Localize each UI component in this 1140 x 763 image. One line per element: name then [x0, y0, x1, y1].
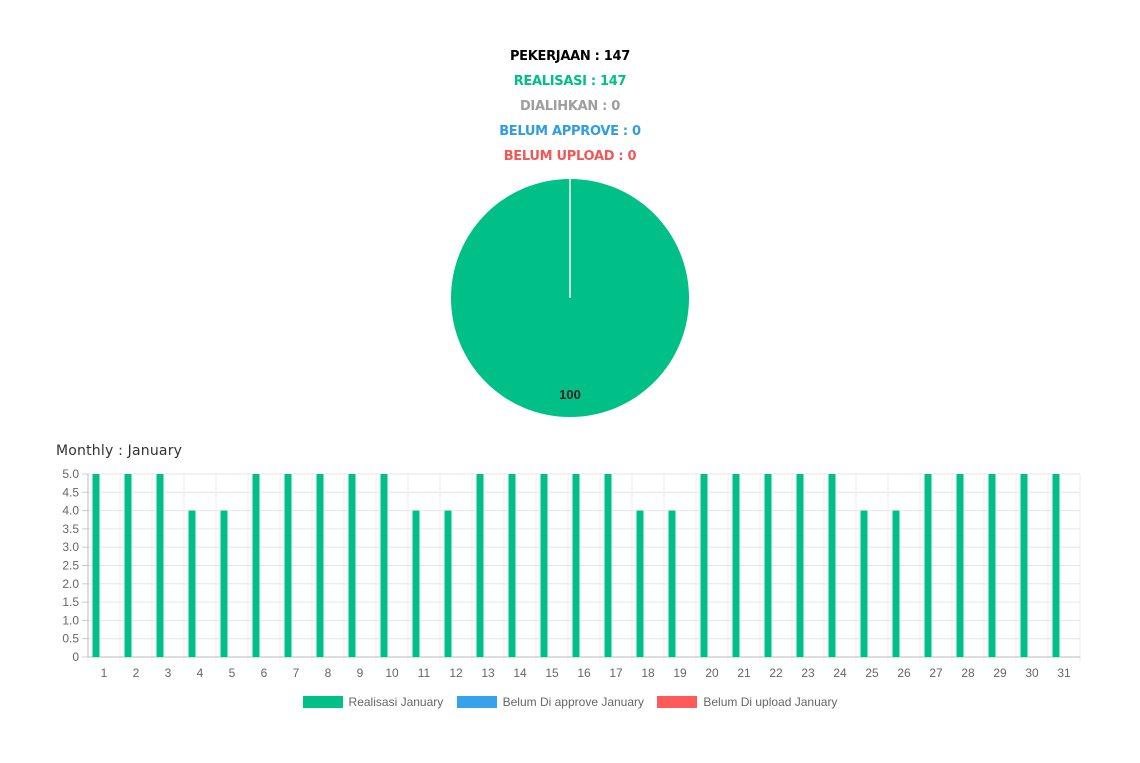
x-tick-label: 20 [705, 666, 719, 680]
legend-item-realisasi[interactable]: Realisasi January [302, 695, 444, 709]
y-tick-label: 0.5 [62, 632, 79, 646]
bar[interactable] [540, 474, 548, 657]
x-tick-label: 1 [101, 666, 108, 680]
x-tick-label: 30 [1025, 666, 1039, 680]
x-tick-label: 11 [418, 666, 431, 680]
x-tick-label: 4 [197, 666, 204, 680]
legend-swatch-belum-upload [657, 696, 698, 708]
bar[interactable] [220, 510, 228, 657]
legend-label-belum-approve: Belum Di approve January [502, 695, 645, 709]
legend-item-belum-approve[interactable]: Belum Di approve January [456, 695, 645, 709]
y-tick-label: 5.0 [62, 467, 79, 481]
x-tick-label: 31 [1057, 666, 1071, 680]
bar[interactable] [92, 474, 100, 657]
x-tick-label: 18 [641, 666, 655, 680]
y-tick-label: 0 [72, 650, 79, 664]
x-tick-label: 5 [229, 666, 236, 680]
x-tick-label: 26 [897, 666, 911, 680]
pie-chart: 100 [451, 179, 689, 417]
legend-label-realisasi: Realisasi January [348, 695, 444, 709]
bar[interactable] [700, 474, 708, 657]
bar[interactable] [604, 474, 612, 657]
x-tick-label: 21 [737, 666, 751, 680]
x-tick-label: 23 [801, 666, 815, 680]
bar[interactable] [508, 474, 516, 657]
bar[interactable] [860, 510, 868, 657]
bar[interactable] [348, 474, 356, 657]
bar[interactable] [572, 474, 580, 657]
x-tick-label: 15 [545, 666, 559, 680]
x-tick-label: 25 [865, 666, 879, 680]
bar[interactable] [828, 474, 836, 657]
bar[interactable] [476, 474, 484, 657]
bar[interactable] [732, 474, 740, 657]
y-tick-label: 1.5 [62, 595, 79, 609]
legend-item-belum-upload[interactable]: Belum Di upload January [657, 695, 837, 709]
y-tick-label: 2.5 [62, 559, 79, 573]
y-tick-label: 4.5 [62, 485, 79, 499]
x-tick-label: 27 [929, 666, 943, 680]
y-tick-label: 3.0 [62, 540, 79, 554]
bar[interactable] [444, 510, 452, 657]
y-tick-label: 1.0 [62, 613, 79, 627]
x-tick-label: 12 [449, 666, 463, 680]
x-tick-label: 16 [577, 666, 591, 680]
stats-summary: PEKERJAAN : 147 REALISASI : 147 DIALIHKA… [0, 44, 1140, 169]
bar-legend: Realisasi January Belum Di approve Janua… [0, 695, 1140, 711]
stat-belum-upload: BELUM UPLOAD : 0 [503, 149, 637, 164]
bar[interactable] [956, 474, 964, 657]
x-tick-label: 8 [325, 666, 332, 680]
stat-belum-approve: BELUM APPROVE : 0 [499, 124, 641, 139]
bar[interactable] [124, 474, 132, 657]
bar[interactable] [316, 474, 324, 657]
bar[interactable] [1052, 474, 1060, 657]
bar[interactable] [668, 510, 676, 657]
bar[interactable] [1020, 474, 1028, 657]
bar[interactable] [764, 474, 772, 657]
x-tick-label: 10 [385, 666, 399, 680]
x-tick-label: 6 [261, 666, 268, 680]
x-tick-label: 22 [769, 666, 783, 680]
bar[interactable] [796, 474, 804, 657]
x-tick-label: 2 [133, 666, 140, 680]
bar[interactable] [284, 474, 292, 657]
bar[interactable] [636, 510, 644, 657]
legend-swatch-realisasi [302, 696, 343, 708]
y-tick-label: 4.0 [62, 504, 79, 518]
bar-chart: 00.51.01.52.02.53.03.54.04.55.01 2 3 4 5 6 7 8 9… [62, 467, 1081, 680]
legend-swatch-belum-approve [456, 696, 497, 708]
bar[interactable] [156, 474, 164, 657]
bar[interactable] [252, 474, 260, 657]
stat-dialihkan: DIALIHKAN : 0 [519, 99, 621, 114]
y-tick-label: 3.5 [62, 522, 79, 536]
bar[interactable] [188, 510, 196, 657]
x-tick-label: 7 [293, 666, 300, 680]
monthly-title: Monthly : January [56, 443, 183, 459]
pie-data-label: 100 [559, 387, 581, 402]
x-tick-label: 19 [673, 666, 687, 680]
stat-pekerjaan: PEKERJAAN : 147 [509, 49, 631, 64]
stat-realisasi: REALISASI : 147 [513, 74, 627, 89]
x-tick-label: 29 [993, 666, 1007, 680]
bar[interactable] [988, 474, 996, 657]
bar[interactable] [380, 474, 388, 657]
x-tick-label: 17 [609, 666, 623, 680]
bar[interactable] [924, 474, 932, 657]
x-tick-label: 9 [357, 666, 364, 680]
x-tick-label: 14 [513, 666, 527, 680]
x-tick-label: 13 [481, 666, 495, 680]
x-tick-label: 3 [165, 666, 172, 680]
bar[interactable] [892, 510, 900, 657]
legend-label-belum-upload: Belum Di upload January [703, 695, 838, 709]
x-tick-label: 28 [961, 666, 975, 680]
x-tick-label: 24 [833, 666, 847, 680]
bar[interactable] [412, 510, 420, 657]
y-tick-label: 2.0 [62, 577, 79, 591]
